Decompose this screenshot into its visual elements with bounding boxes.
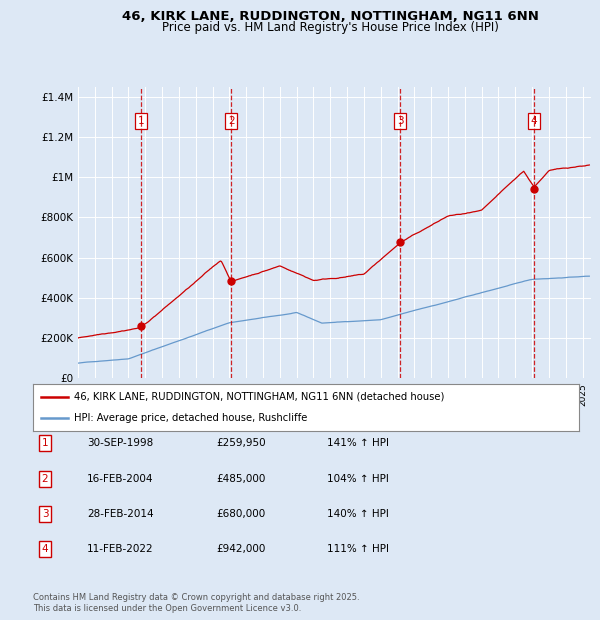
Text: 4: 4 bbox=[41, 544, 49, 554]
Text: £942,000: £942,000 bbox=[216, 544, 265, 554]
Point bbox=[395, 237, 405, 247]
Text: £680,000: £680,000 bbox=[216, 509, 265, 519]
Text: 104% ↑ HPI: 104% ↑ HPI bbox=[327, 474, 389, 484]
Text: 16-FEB-2004: 16-FEB-2004 bbox=[87, 474, 154, 484]
Text: 30-SEP-1998: 30-SEP-1998 bbox=[87, 438, 153, 448]
Text: 3: 3 bbox=[397, 116, 403, 126]
Text: 2: 2 bbox=[228, 116, 235, 126]
Text: 141% ↑ HPI: 141% ↑ HPI bbox=[327, 438, 389, 448]
Text: 11-FEB-2022: 11-FEB-2022 bbox=[87, 544, 154, 554]
Text: 4: 4 bbox=[530, 116, 537, 126]
Text: Contains HM Land Registry data © Crown copyright and database right 2025.
This d: Contains HM Land Registry data © Crown c… bbox=[33, 593, 359, 613]
Text: 46, KIRK LANE, RUDDINGTON, NOTTINGHAM, NG11 6NN: 46, KIRK LANE, RUDDINGTON, NOTTINGHAM, N… bbox=[122, 10, 538, 22]
Point bbox=[136, 321, 146, 331]
Text: 28-FEB-2014: 28-FEB-2014 bbox=[87, 509, 154, 519]
Text: Price paid vs. HM Land Registry's House Price Index (HPI): Price paid vs. HM Land Registry's House … bbox=[161, 22, 499, 34]
Text: 111% ↑ HPI: 111% ↑ HPI bbox=[327, 544, 389, 554]
Text: 2: 2 bbox=[41, 474, 49, 484]
Text: £259,950: £259,950 bbox=[216, 438, 266, 448]
Point bbox=[529, 184, 539, 194]
Point bbox=[227, 276, 236, 286]
Text: 140% ↑ HPI: 140% ↑ HPI bbox=[327, 509, 389, 519]
Text: 3: 3 bbox=[41, 509, 49, 519]
Text: 1: 1 bbox=[41, 438, 49, 448]
Text: 1: 1 bbox=[138, 116, 145, 126]
Text: HPI: Average price, detached house, Rushcliffe: HPI: Average price, detached house, Rush… bbox=[74, 414, 307, 423]
Text: 46, KIRK LANE, RUDDINGTON, NOTTINGHAM, NG11 6NN (detached house): 46, KIRK LANE, RUDDINGTON, NOTTINGHAM, N… bbox=[74, 392, 445, 402]
Text: £485,000: £485,000 bbox=[216, 474, 265, 484]
